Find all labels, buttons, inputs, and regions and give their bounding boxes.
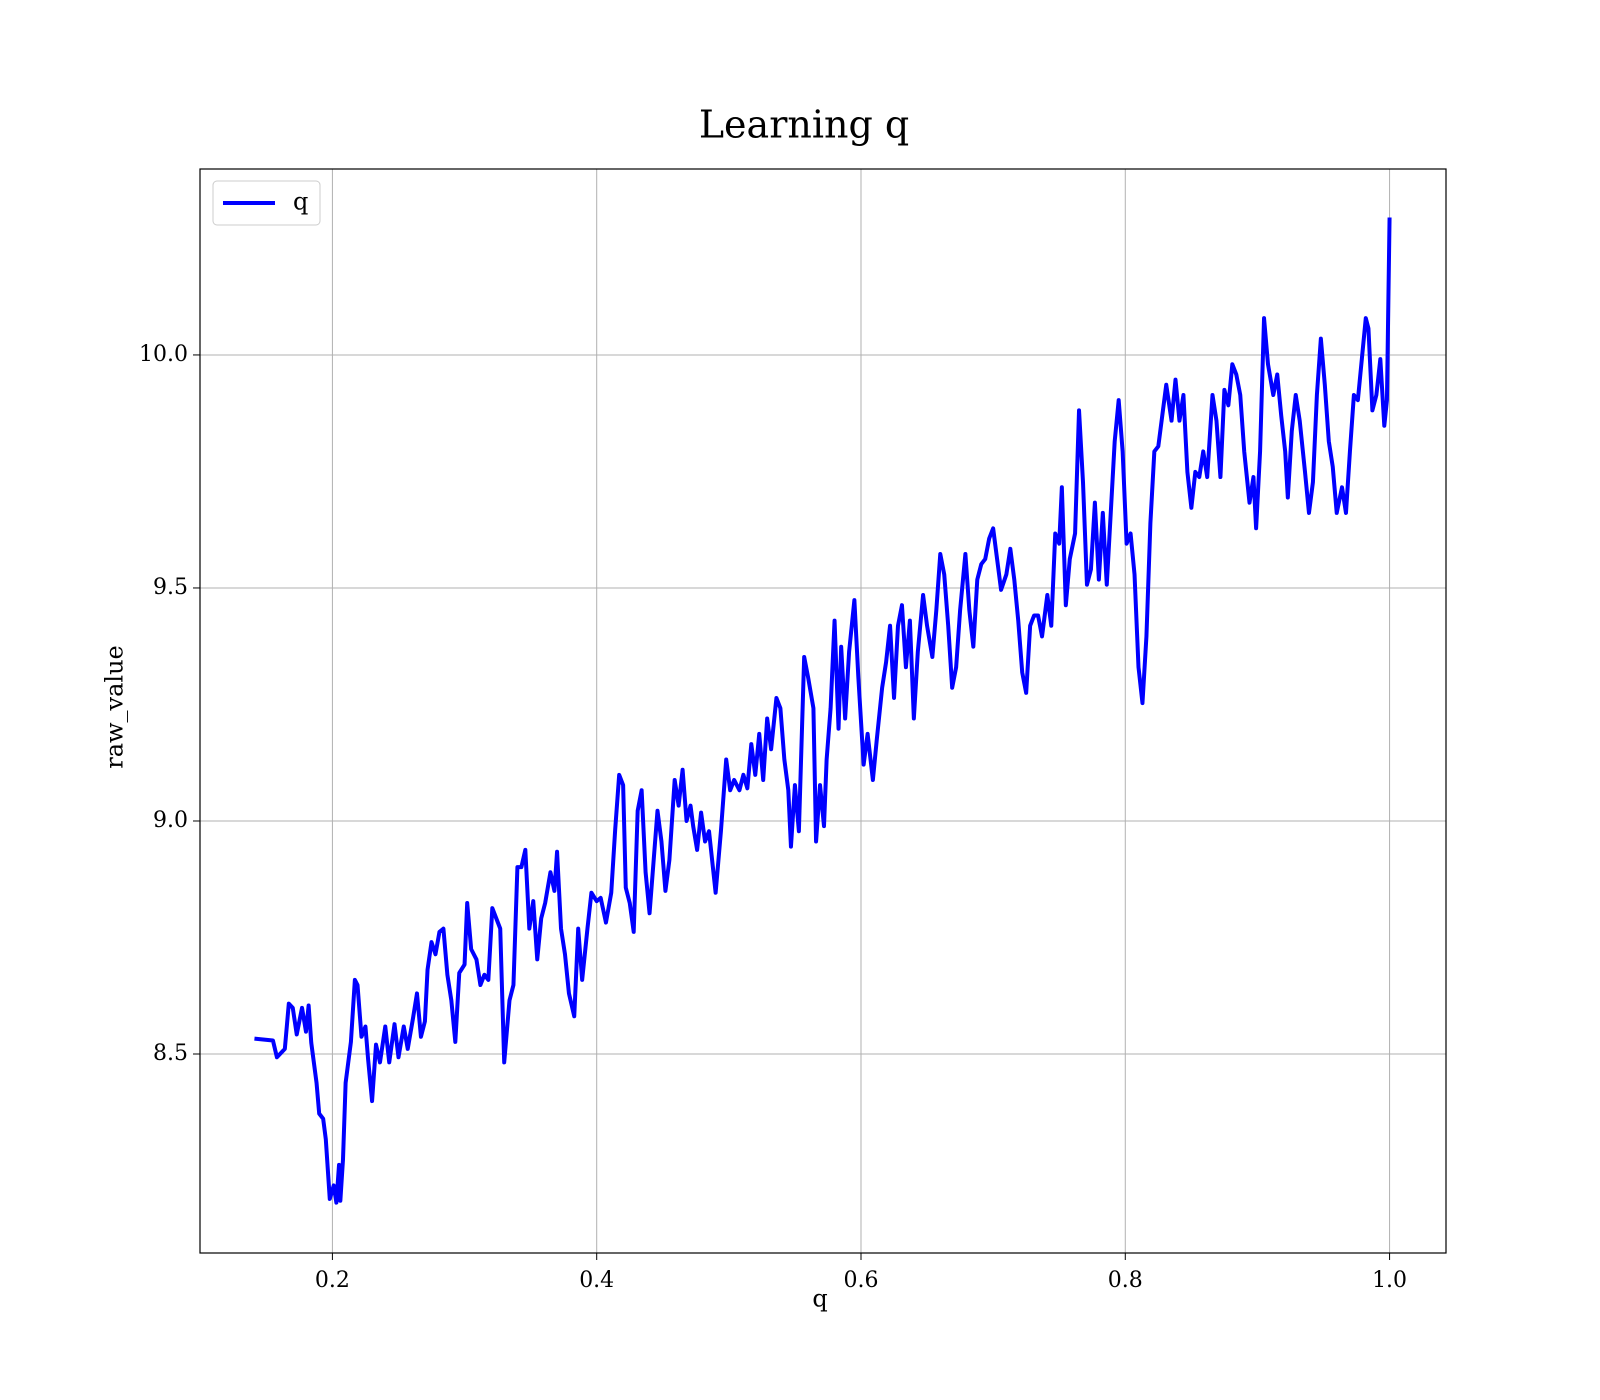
data-line <box>254 217 1392 1205</box>
legend-label: q <box>293 188 308 216</box>
x-tick-label: 0.4 <box>579 1268 614 1293</box>
chart-title: Learning q <box>699 103 909 147</box>
legend: q <box>212 180 321 226</box>
x-tick-label: 1.0 <box>1372 1268 1407 1293</box>
x-tick-label: 0.8 <box>1108 1268 1143 1293</box>
y-axis-label: raw_value <box>101 645 129 769</box>
y-tick-label: 10.0 <box>139 342 188 367</box>
x-axis-label: q <box>812 1285 827 1313</box>
y-tick-label: 8.5 <box>153 1041 188 1066</box>
y-tick-label: 9.0 <box>153 808 188 833</box>
x-tick-label: 0.2 <box>315 1268 350 1293</box>
y-tick-label: 9.5 <box>153 575 188 600</box>
axes-frame <box>199 168 1447 1254</box>
x-tick-label: 0.6 <box>843 1268 878 1293</box>
